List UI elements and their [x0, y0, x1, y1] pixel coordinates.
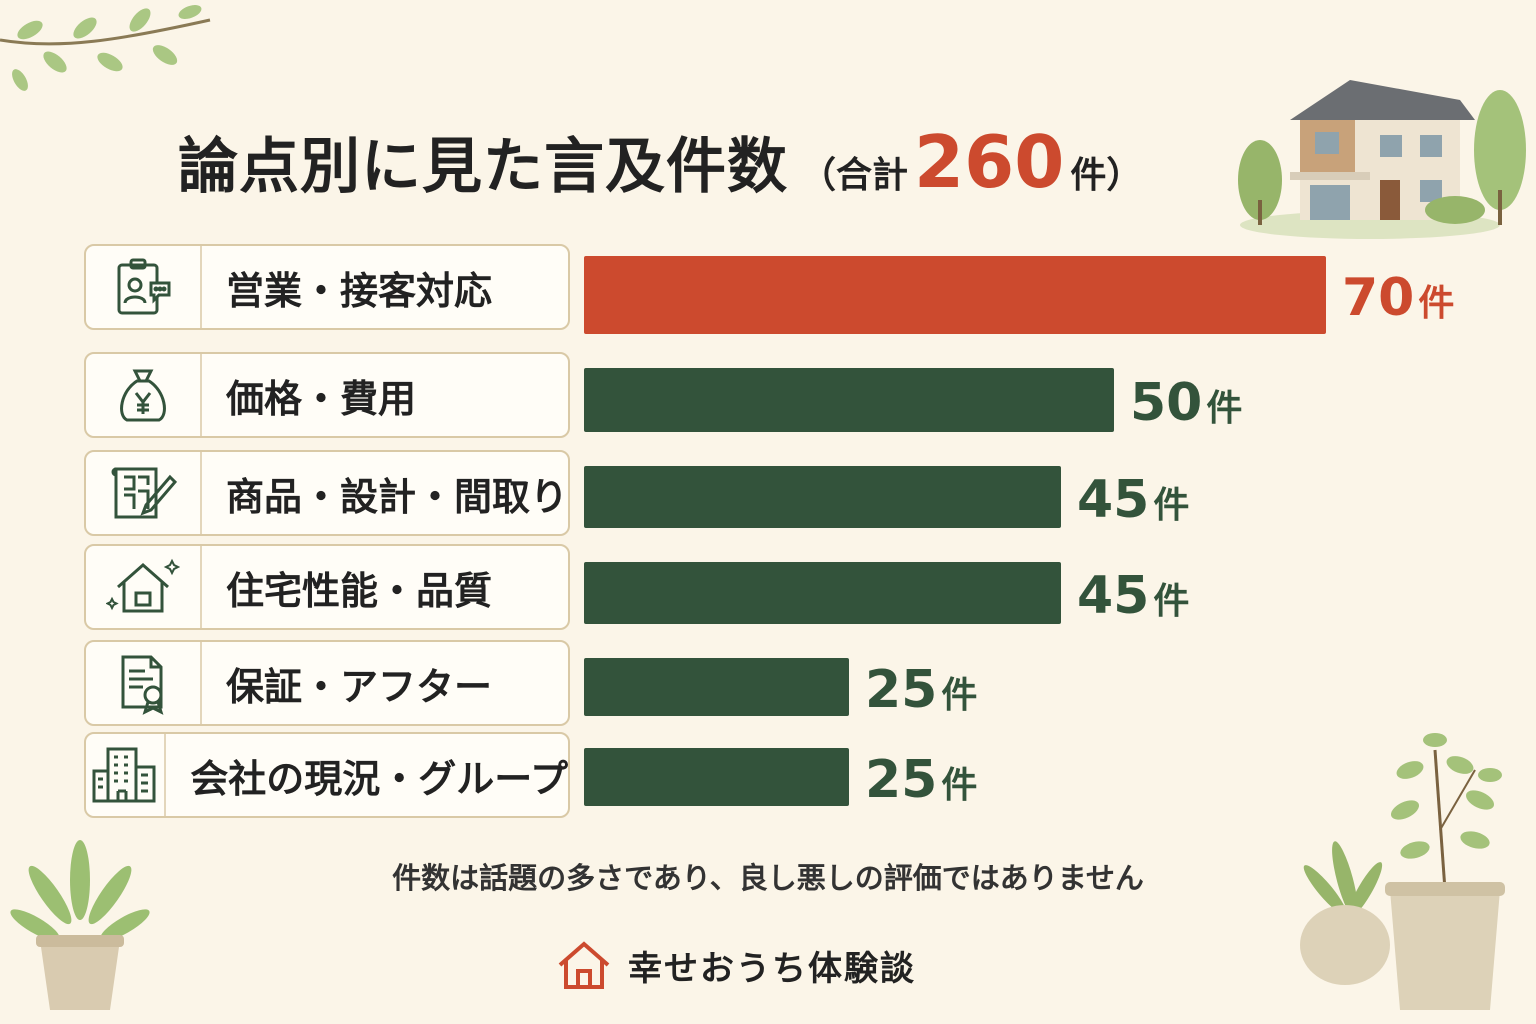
yen-money-bag-icon	[86, 354, 202, 436]
bar-value-label-0: 70 件	[1342, 268, 1454, 328]
house-illustration	[1238, 80, 1526, 239]
bar-1	[584, 368, 1114, 432]
brand-logo: 幸せおうち体験談	[556, 935, 916, 995]
clipboard-person-chat-icon	[86, 246, 202, 328]
category-card-product: 商品・設計・間取り	[84, 450, 570, 536]
category-card-price: 価格・費用	[84, 352, 570, 438]
title-total-open: （合計	[800, 155, 909, 196]
bar-3	[584, 562, 1061, 624]
bar-value-label-4: 25 件	[865, 660, 977, 720]
disclaimer-note: 件数は話題の多さであり、良し悪しの評価ではありません	[392, 861, 1144, 895]
category-label: 営業・接客対応	[226, 268, 493, 313]
category-card-company: 会社の現況・グループ	[84, 732, 570, 818]
bar-0	[584, 256, 1326, 334]
category-card-performance: 住宅性能・品質	[84, 544, 570, 630]
category-label: 価格・費用	[226, 376, 417, 421]
title-total-close: 件）	[1070, 155, 1143, 196]
bar-value-label-5: 25 件	[865, 750, 977, 810]
bar-5	[584, 748, 849, 806]
office-building-icon	[86, 734, 167, 816]
chart-title: 論点別に見た言及件数 （合計 260 件）	[178, 118, 1142, 218]
bar-value-label-3: 45 件	[1077, 566, 1189, 626]
title-main: 論点別に見た言及件数	[178, 132, 788, 202]
certificate-document-icon	[86, 642, 202, 724]
bar-4	[584, 658, 849, 716]
category-label: 会社の現況・グループ	[190, 756, 568, 801]
category-label: 商品・設計・間取り	[225, 474, 568, 519]
category-label: 保証・アフター	[226, 664, 493, 709]
category-label: 住宅性能・品質	[226, 568, 493, 613]
brand-name: 幸せおうち体験談	[628, 948, 916, 989]
bar-value-label-2: 45 件	[1077, 470, 1189, 530]
bar-value-label-1: 50 件	[1130, 373, 1242, 433]
potted-plants-right-illustration	[1300, 733, 1505, 1010]
branch-illustration	[0, 5, 211, 91]
category-card-warranty: 保証・アフター	[84, 640, 570, 726]
title-total-value: 260	[914, 120, 1065, 204]
potted-plant-left-illustration	[10, 840, 150, 1010]
house-sparkle-icon	[86, 546, 202, 628]
house-logo-icon	[558, 941, 610, 989]
category-card-sales: 営業・接客対応	[84, 244, 570, 330]
floor-plan-pencil-icon	[86, 452, 202, 534]
bar-2	[584, 466, 1061, 528]
